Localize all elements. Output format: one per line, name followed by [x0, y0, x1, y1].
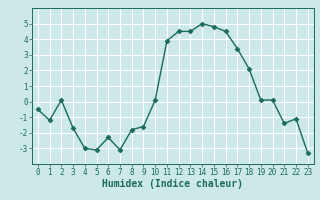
- X-axis label: Humidex (Indice chaleur): Humidex (Indice chaleur): [102, 179, 243, 189]
